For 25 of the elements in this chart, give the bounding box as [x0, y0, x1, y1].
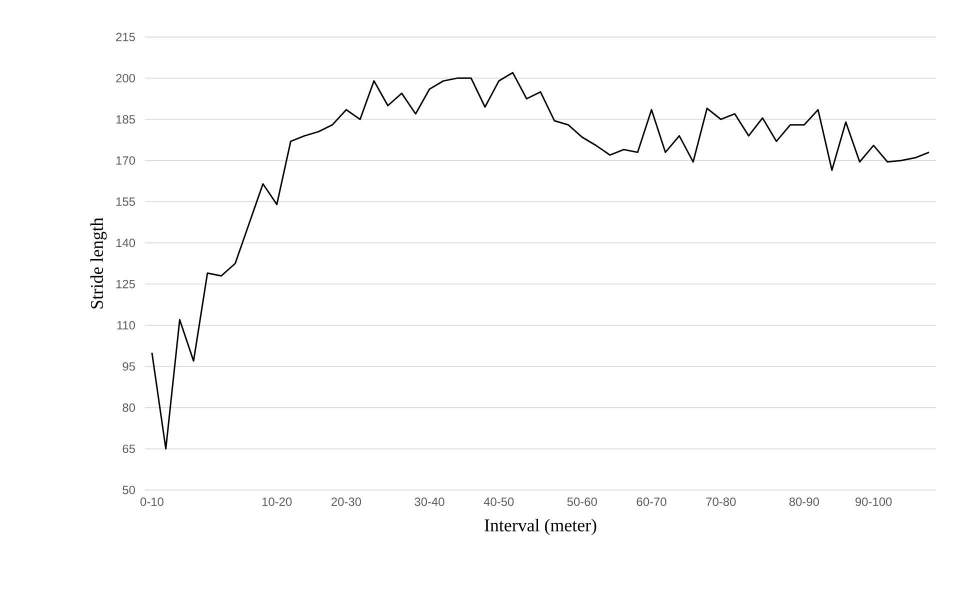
- x-tick-label: 80-90: [789, 498, 819, 506]
- y-tick-label: 185: [116, 115, 135, 124]
- y-tick-label: 65: [122, 444, 135, 454]
- line-series: [151, 72, 930, 450]
- x-tick-label: 90-100: [856, 498, 892, 506]
- y-tick-label: 110: [117, 321, 136, 330]
- y-tick-label: 95: [122, 362, 135, 371]
- x-tick-label: 10-20: [262, 498, 292, 506]
- y-tick-label: 125: [116, 280, 135, 288]
- x-tick-label: 40-50: [484, 498, 514, 506]
- y-tick-label: 200: [116, 74, 136, 82]
- x-tick-label: 20-30: [332, 498, 362, 506]
- y-tick-label: 80: [122, 403, 136, 412]
- x-tick-label: 0-10: [140, 498, 164, 506]
- y-tick-label: 155: [116, 198, 135, 206]
- y-tick-label: 140: [116, 238, 136, 248]
- x-tick-label: 60-70: [636, 498, 666, 506]
- x-axis-title: Interval (meter): [484, 518, 596, 536]
- x-tick-label: 30-40: [414, 498, 444, 506]
- y-axis-title: Stride length: [90, 218, 107, 308]
- y-tick-label: 50: [122, 486, 136, 494]
- x-tick-label: 50-60: [567, 498, 597, 506]
- y-tick-label: 215: [116, 32, 135, 42]
- y-tick-label: 170: [116, 156, 136, 165]
- x-tick-label: 70-80: [706, 498, 736, 506]
